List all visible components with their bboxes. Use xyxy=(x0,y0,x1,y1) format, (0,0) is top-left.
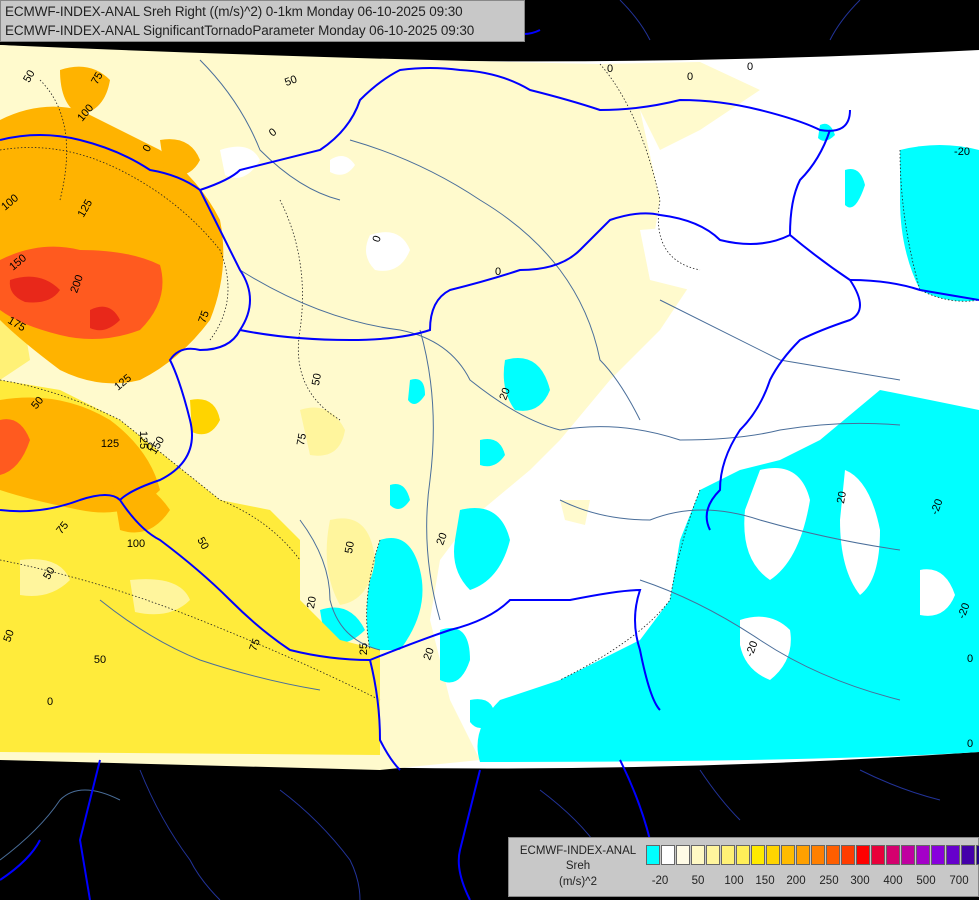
contour-label: 25 xyxy=(358,643,370,655)
contour-label: 50 xyxy=(21,68,38,85)
contour-label: 50 xyxy=(283,73,299,88)
legend-swatch xyxy=(646,845,660,865)
contour-label: 0 xyxy=(687,71,693,83)
legend-swatch xyxy=(676,845,690,865)
contour-label: 75 xyxy=(295,432,309,446)
legend-swatch xyxy=(691,845,705,865)
rivers xyxy=(0,59,901,861)
legend-swatch xyxy=(886,845,900,865)
contour-label: 0 xyxy=(495,266,501,278)
legend-tick-label: 50 xyxy=(691,875,705,887)
contour-label: 0 xyxy=(967,653,973,665)
map-title-line-2: ECMWF-INDEX-ANAL SignificantTornadoParam… xyxy=(5,23,475,38)
legend-swatch xyxy=(781,845,795,865)
contour-label: 75 xyxy=(196,309,211,325)
legend-swatch xyxy=(946,845,960,865)
legend-swatch xyxy=(931,845,945,865)
black-area-borders xyxy=(139,0,941,900)
contour-label: 20 xyxy=(421,646,436,662)
contour-label: 20 xyxy=(835,490,849,504)
contour-label: -20 xyxy=(956,601,973,620)
contour-label: 50 xyxy=(343,540,357,554)
legend-swatch xyxy=(811,845,825,865)
legend-swatch xyxy=(976,845,979,865)
legend-label-variable: Sreh xyxy=(565,860,591,872)
contour-label: 20 xyxy=(434,531,449,547)
contour-label: 125 xyxy=(101,438,119,450)
contour-label: 50 xyxy=(194,535,211,552)
legend-swatch xyxy=(916,845,930,865)
color-legend: ECMWF-INDEX-ANAL Sreh (m/s)^2 -20 50 100 15… xyxy=(508,837,979,897)
legend-tick-label: 100 xyxy=(724,875,744,887)
legend-label-model: ECMWF-INDEX-ANAL xyxy=(519,845,637,857)
contour-label: 0 xyxy=(147,441,153,453)
contour-label: 75 xyxy=(247,637,262,653)
legend-swatch xyxy=(871,845,885,865)
legend-swatch xyxy=(841,845,855,865)
legend-tick-label: 500 xyxy=(916,875,936,887)
legend-swatch xyxy=(766,845,780,865)
contour-label: 50 xyxy=(41,565,58,582)
legend-tick-label: 400 xyxy=(883,875,903,887)
contour-label: 50 xyxy=(94,654,106,666)
contour-label: 125 xyxy=(137,431,149,449)
contour-label: 20 xyxy=(305,595,319,609)
legend-swatch xyxy=(901,845,915,865)
legend-ticks: -20 50 100 150 200 250 300 400 500 700 xyxy=(646,875,976,891)
contour-label: 0 xyxy=(607,63,613,75)
contour-label: 100 xyxy=(127,538,145,550)
shear-field xyxy=(0,45,979,770)
contour-label: 75 xyxy=(89,70,106,87)
contour-label: 50 xyxy=(1,628,16,644)
country-borders xyxy=(0,22,979,900)
legend-swatch xyxy=(856,845,870,865)
legend-swatch xyxy=(706,845,720,865)
contour-label: -20 xyxy=(929,497,946,516)
legend-tick-label: 150 xyxy=(755,875,775,887)
legend-swatch xyxy=(796,845,810,865)
map-title-line-1: ECMWF-INDEX-ANAL Sreh Right ((m/s)^2) 0-… xyxy=(5,4,463,19)
contour-label: 0 xyxy=(47,696,53,708)
legend-tick-label: 200 xyxy=(786,875,806,887)
legend-swatch xyxy=(961,845,975,865)
legend-tick-label: 300 xyxy=(850,875,870,887)
contour-label: 200 xyxy=(68,273,86,294)
legend-tick-label: -20 xyxy=(651,875,669,887)
legend-swatch xyxy=(826,845,840,865)
contour-label: -20 xyxy=(744,639,761,658)
legend-swatch xyxy=(721,845,735,865)
legend-tick-label: 250 xyxy=(819,875,839,887)
contour-lines xyxy=(0,63,979,701)
legend-swatch xyxy=(661,845,675,865)
legend-tick-label: 700 xyxy=(949,875,969,887)
contour-label: 20 xyxy=(497,386,512,402)
legend-swatch xyxy=(736,845,750,865)
contour-label: 50 xyxy=(310,372,324,386)
map-title-box: ECMWF-INDEX-ANAL Sreh Right ((m/s)^2) 0-… xyxy=(0,0,525,42)
contour-label: 0 xyxy=(967,738,973,750)
legend-swatch xyxy=(751,845,765,865)
legend-swatches xyxy=(646,845,979,865)
contour-label: -20 xyxy=(954,146,970,158)
legend-label-unit: (m/s)^2 xyxy=(559,876,597,888)
contour-label: 0 xyxy=(370,234,383,244)
contour-label: 0 xyxy=(141,143,154,154)
contour-label: 0 xyxy=(747,61,753,73)
